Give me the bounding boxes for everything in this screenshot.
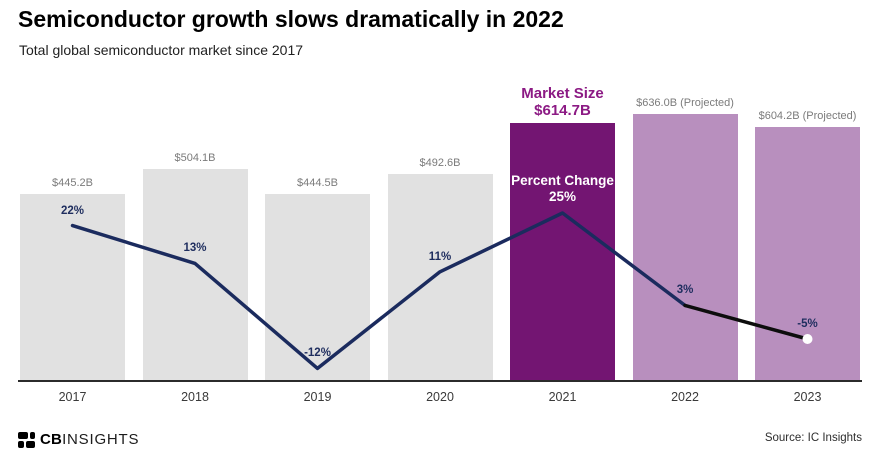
bar-value-label-2022: $636.0B (Projected): [636, 96, 734, 109]
percent-label-2017: 22%: [60, 204, 85, 217]
x-tick-2018: 2018: [181, 390, 209, 404]
x-tick-2019: 2019: [303, 390, 332, 404]
percent-label-2023: -5%: [797, 318, 818, 330]
logo-insights-text: INSIGHTS: [62, 431, 140, 448]
x-tick-2023: 2023: [793, 390, 822, 404]
bar-2020: [387, 174, 493, 381]
percent-label-2020: 11%: [428, 250, 452, 263]
bar-value-label-2018: $504.1B: [174, 152, 216, 165]
x-axis-line: [18, 380, 862, 382]
bar-2023: [755, 127, 860, 381]
logo-cb-text: CB: [40, 431, 63, 448]
x-tick-2020: 2020: [426, 390, 454, 404]
cbinsights-logo-icon: [18, 431, 35, 448]
bar-2021: [510, 122, 615, 381]
chart-title: Semiconductor growth slows dramatically …: [18, 6, 564, 32]
market-size-callout: Market Size $614.7B: [521, 84, 604, 119]
percent-label-2019: -12%: [304, 347, 331, 360]
bar-value-label-2019: $444.5B: [297, 177, 338, 190]
x-tick-2021: 2021: [548, 390, 577, 404]
chart-subtitle: Total global semiconductor market since …: [19, 42, 304, 58]
percent-change-callout: Percent Change 25%: [511, 173, 614, 204]
bar-2017: [20, 194, 125, 381]
bar-value-label-2020: $492.6B: [419, 157, 461, 170]
bar-2022: [632, 113, 738, 381]
source-attribution: Source: IC Insights: [764, 432, 862, 444]
percent-label-2018: 13%: [183, 242, 207, 255]
percent-label-2022: 3%: [676, 284, 694, 297]
cbinsights-logo-text: CB INSIGHTS: [40, 431, 139, 448]
bar-2018: [142, 169, 248, 381]
cbinsights-logo: CB INSIGHTS: [18, 431, 139, 448]
x-tick-2022: 2022: [671, 390, 699, 404]
bar-value-label-2017: $445.2B: [52, 177, 93, 190]
bar-value-label-2023: $604.2B (Projected): [758, 110, 857, 123]
x-tick-2017: 2017: [58, 390, 87, 404]
